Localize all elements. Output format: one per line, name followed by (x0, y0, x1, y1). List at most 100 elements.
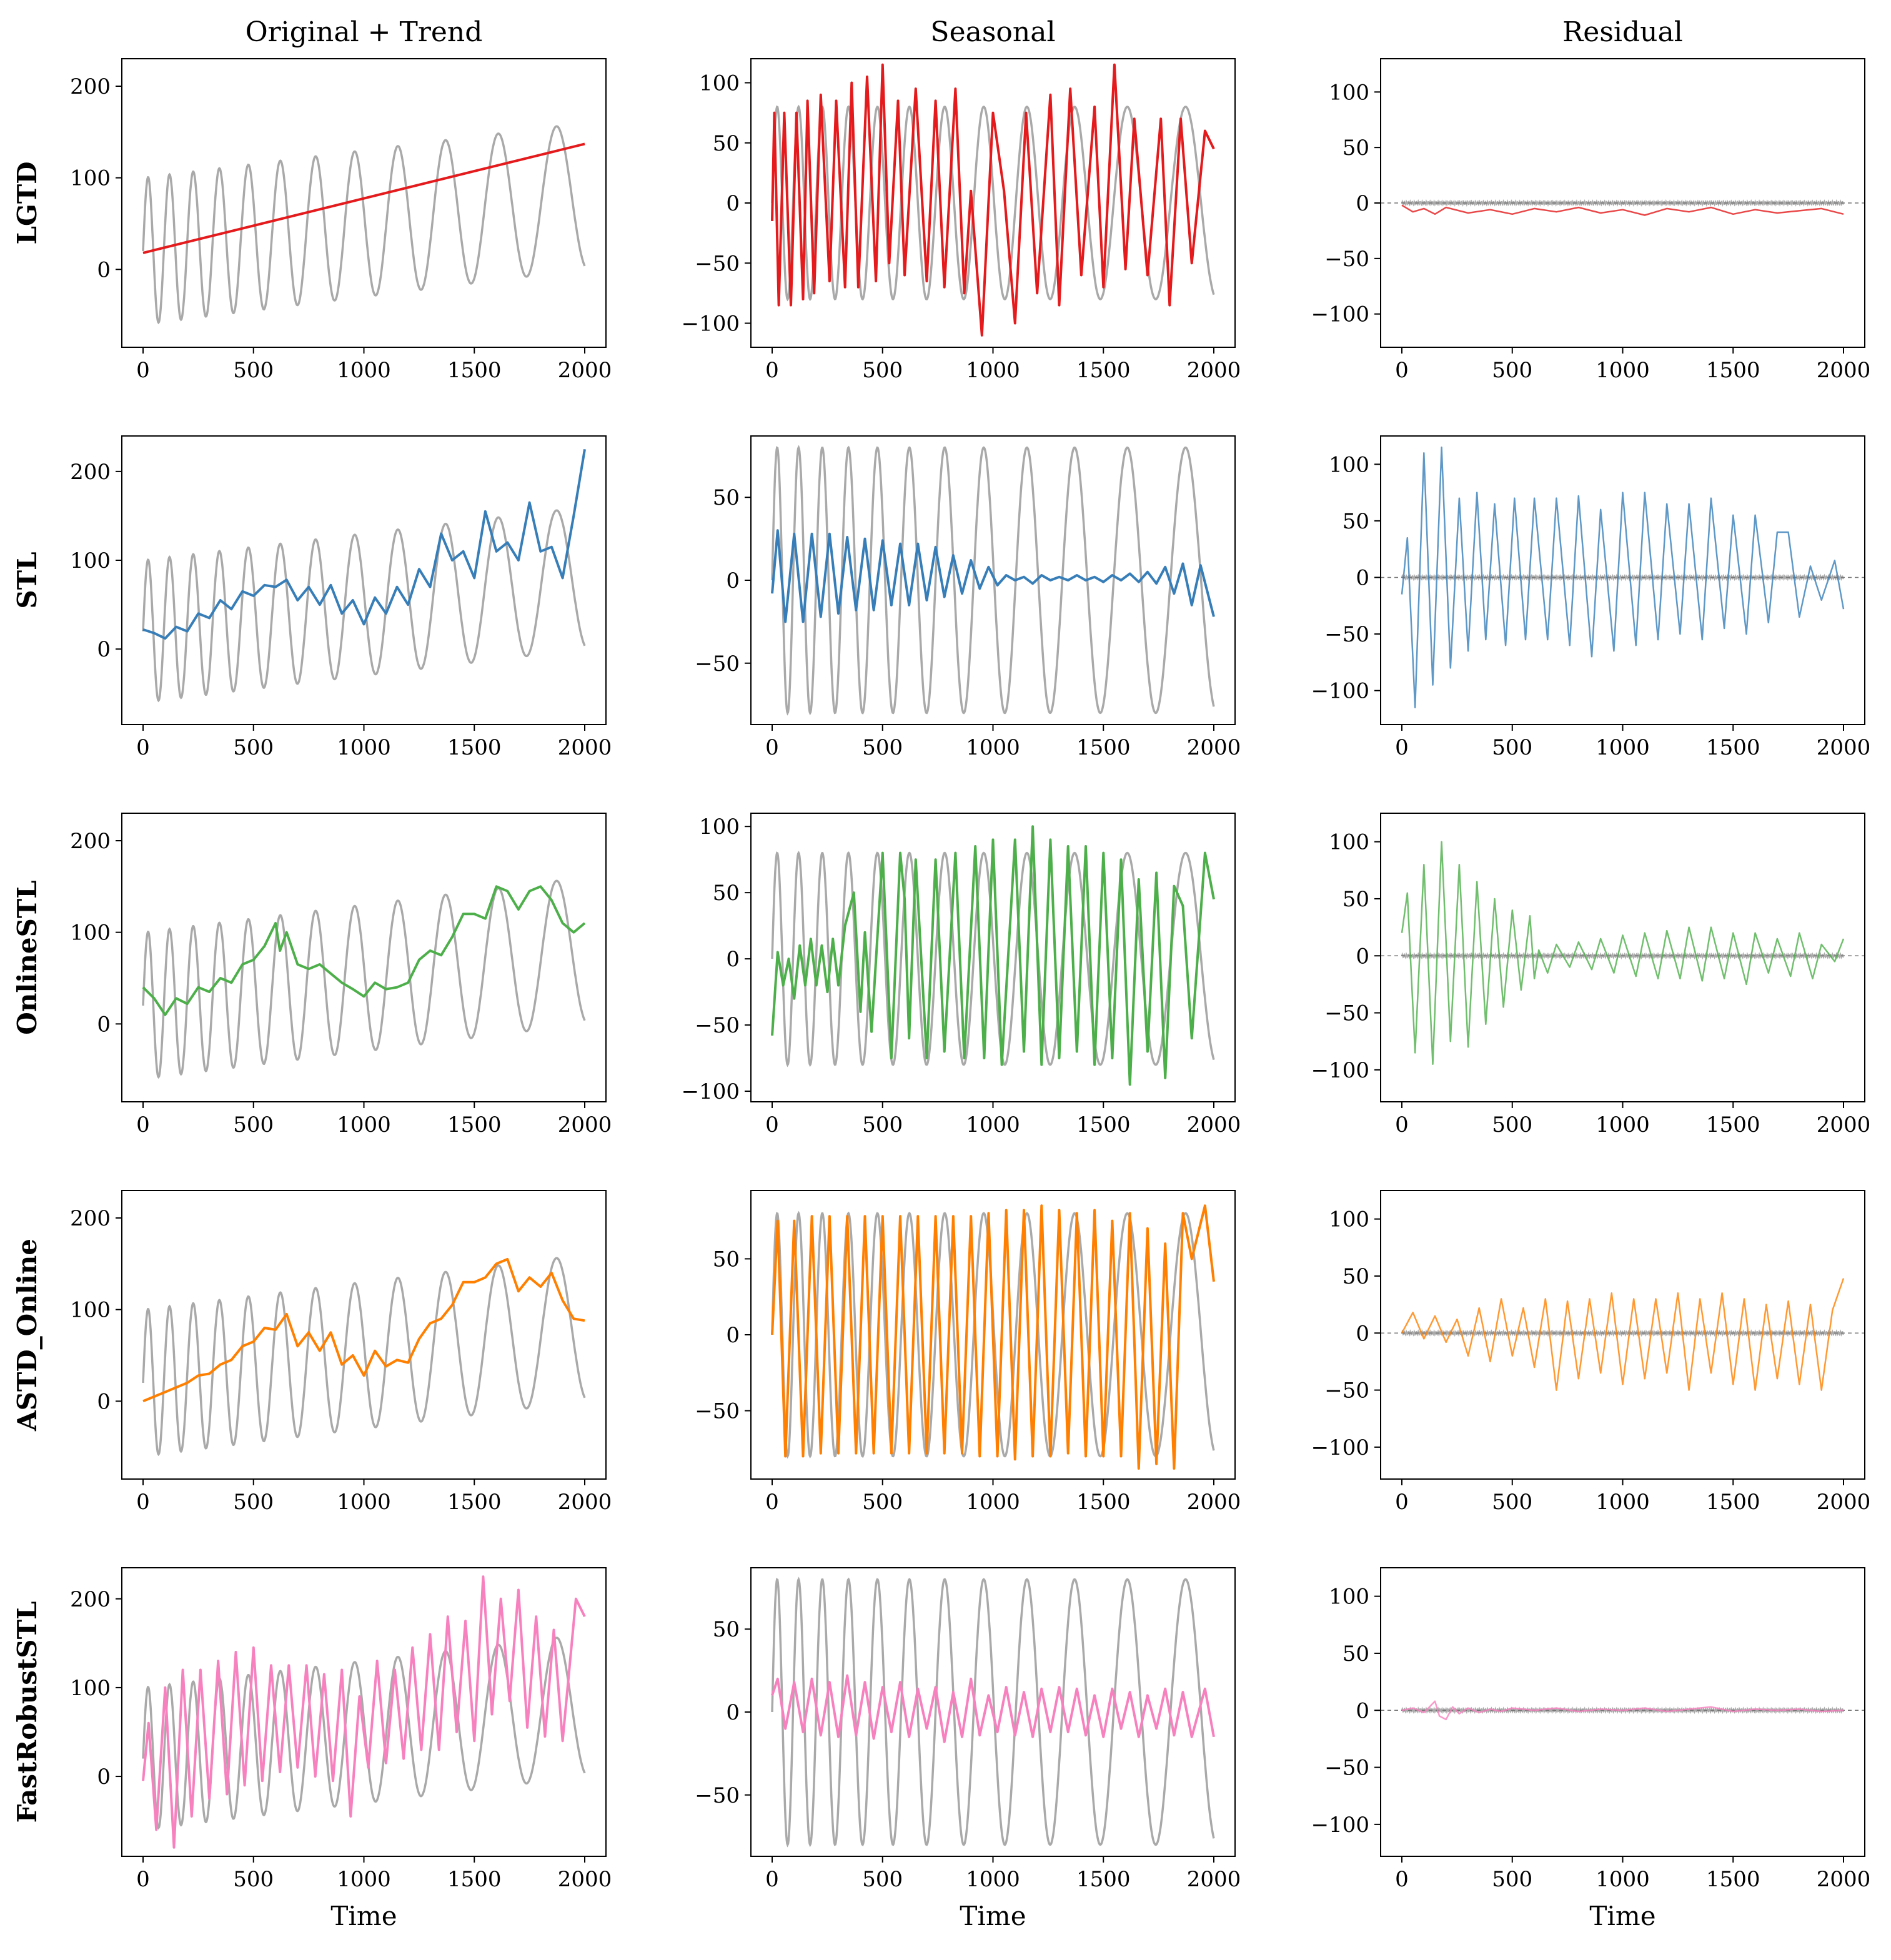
series-line-astd-online (1401, 1278, 1845, 1391)
y-tick-label: −100 (1311, 679, 1369, 704)
x-tick-label: 1000 (1596, 1867, 1650, 1892)
panel-astd-online-residual: 0 500 1000 1500 2000 −100 −50 0 50 100 (1311, 1190, 1871, 1515)
x-tick-label: 1500 (1076, 358, 1131, 383)
y-tick-label: 50 (713, 1617, 740, 1642)
y-tick-label: 100 (70, 166, 111, 191)
x-tick-label: 1000 (1596, 1490, 1650, 1515)
panel-astd-online-seasonal: 0 500 1000 1500 2000 −50 0 50 (695, 1190, 1241, 1515)
y-tick-label: 100 (70, 548, 111, 573)
x-axis-title: Time (330, 1901, 397, 1931)
y-tick-label: 200 (70, 1587, 111, 1612)
y-tick-label: 0 (1356, 191, 1369, 216)
x-tick-label: 1000 (337, 358, 391, 383)
x-tick-label: 1500 (1706, 1112, 1760, 1137)
y-tick-label: 200 (70, 1206, 111, 1231)
x-axis-title: Time (1589, 1901, 1655, 1931)
y-tick-label: 0 (726, 191, 740, 216)
series-line-lgtd (1401, 204, 1844, 216)
x-tick-label: 1500 (1706, 1490, 1760, 1515)
x-tick-label: 1500 (447, 1112, 502, 1137)
series-line-fastrobuststl (1401, 1700, 1844, 1721)
x-tick-label: 1000 (1596, 358, 1650, 383)
x-tick-label: 1000 (1596, 1112, 1650, 1137)
y-tick-label: 0 (726, 1700, 740, 1725)
y-tick-label: 50 (1343, 887, 1369, 912)
y-tick-label: 0 (726, 947, 740, 972)
column-title: Original + Trend (246, 16, 483, 48)
x-tick-label: 2000 (558, 735, 612, 760)
x-tick-label: 500 (1492, 1490, 1532, 1515)
x-tick-label: 500 (862, 1490, 903, 1515)
y-tick-label: 50 (1343, 136, 1369, 161)
y-tick-label: 100 (1329, 1585, 1369, 1610)
y-tick-label: 100 (70, 1298, 111, 1323)
x-tick-label: 1500 (1706, 735, 1760, 760)
x-tick-label: 2000 (1817, 1490, 1871, 1515)
panel-astd-online-trend: 0 500 1000 1500 2000 0 100 200 (70, 1190, 612, 1515)
y-tick-label: −50 (695, 651, 740, 676)
y-tick-label: 0 (97, 1389, 111, 1414)
x-tick-label: 0 (1395, 358, 1409, 383)
original-reference-line (1401, 952, 1844, 960)
y-tick-label: 0 (1356, 944, 1369, 969)
x-tick-label: 1500 (1076, 1867, 1131, 1892)
x-tick-label: 2000 (558, 1867, 612, 1892)
y-tick-label: −50 (695, 1399, 740, 1424)
x-tick-label: 0 (136, 735, 150, 760)
x-tick-label: 2000 (558, 1490, 612, 1515)
x-tick-label: 1500 (1706, 1867, 1760, 1892)
series-line-stl (771, 529, 1215, 623)
x-tick-label: 2000 (1187, 1490, 1241, 1515)
panel-lgtd-trend: 0 500 1000 1500 2000 0 100 200 (70, 58, 612, 383)
row-label-fastrobuststl: FastRobustSTL (12, 1601, 42, 1823)
x-tick-label: 2000 (1817, 1112, 1871, 1137)
x-tick-label: 500 (233, 1867, 274, 1892)
y-tick-label: −50 (1324, 1001, 1369, 1026)
x-tick-label: 500 (862, 1112, 903, 1137)
x-tick-label: 2000 (558, 1112, 612, 1137)
x-tick-label: 2000 (1187, 358, 1241, 383)
panel-onlinestl-seasonal: 0 500 1000 1500 2000 −100 −50 0 50 100 (682, 813, 1241, 1137)
y-tick-label: 100 (699, 814, 740, 839)
x-tick-label: 1500 (1076, 1112, 1131, 1137)
y-tick-label: −50 (1324, 1756, 1369, 1781)
series-line-fastrobuststl (771, 1674, 1215, 1743)
y-tick-label: 50 (1343, 1264, 1369, 1289)
panel-lgtd-residual: 0 500 1000 1500 2000 −100 −50 0 50 100 (1311, 58, 1870, 383)
x-tick-label: 1500 (447, 735, 502, 760)
y-tick-label: 100 (1329, 80, 1369, 105)
x-tick-label: 500 (1492, 1112, 1532, 1137)
x-tick-label: 500 (1492, 1867, 1532, 1892)
x-tick-label: 500 (233, 735, 274, 760)
x-tick-label: 1000 (966, 1867, 1020, 1892)
panel-fastrobuststl-seasonal: 0 500 1000 1500 2000 −50 0 50 Time (695, 1567, 1241, 1931)
panel-fastrobuststl-residual: 0 500 1000 1500 2000 −100 −50 0 50 100 Time (1311, 1567, 1871, 1931)
x-tick-label: 500 (862, 1867, 903, 1892)
y-tick-label: 0 (1356, 1698, 1369, 1723)
x-tick-label: 2000 (1817, 1867, 1871, 1892)
x-tick-label: 1500 (447, 358, 502, 383)
x-tick-label: 500 (862, 358, 903, 383)
panel-onlinestl-trend: 0 500 1000 1500 2000 0 100 200 (70, 813, 612, 1137)
x-tick-label: 0 (1395, 1112, 1409, 1137)
row-label-lgtd: LGTD (12, 161, 42, 244)
x-tick-label: 0 (765, 1867, 779, 1892)
x-tick-label: 1000 (337, 1867, 391, 1892)
original-reference-line (142, 1257, 586, 1457)
x-tick-label: 0 (1395, 735, 1409, 760)
x-tick-label: 1000 (966, 1490, 1020, 1515)
y-tick-label: −100 (682, 312, 740, 337)
x-tick-label: 500 (1492, 358, 1532, 383)
x-tick-label: 500 (233, 358, 274, 383)
panel-onlinestl-residual: 0 500 1000 1500 2000 −100 −50 0 50 100 (1311, 813, 1871, 1137)
series-line-stl (1401, 446, 1845, 709)
panel-lgtd-seasonal: 0 500 1000 1500 2000 −100 −50 0 50 100 (682, 58, 1241, 383)
original-reference-line (771, 1576, 1215, 1848)
original-reference-line (142, 879, 586, 1079)
series-line-onlinestl (142, 885, 586, 1016)
x-tick-label: 500 (1492, 735, 1532, 760)
x-tick-label: 0 (136, 1112, 150, 1137)
y-tick-label: 50 (713, 1247, 740, 1272)
